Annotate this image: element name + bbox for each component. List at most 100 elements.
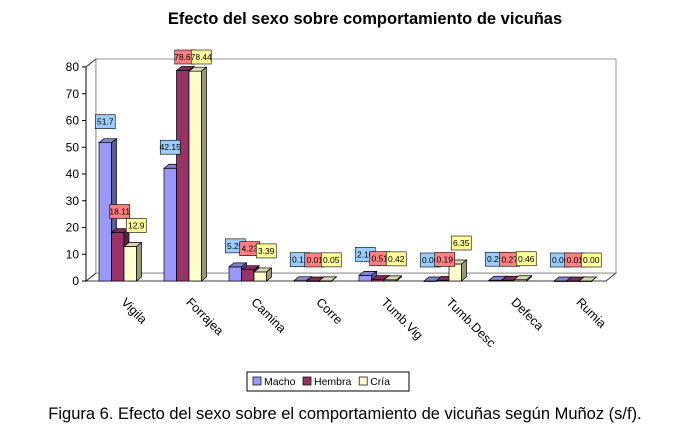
side-wall	[85, 58, 97, 282]
x-tick-label: Camina	[248, 295, 288, 335]
data-label-text: 0.46	[518, 254, 535, 264]
data-label-text: 0.00	[583, 255, 600, 265]
y-tick-label: 80	[66, 60, 80, 74]
legend-label: Cría	[370, 376, 390, 388]
legend-swatch	[252, 376, 262, 386]
chart-title: Efecto del sexo sobre comportamiento de …	[168, 10, 562, 28]
data-label-box	[515, 251, 537, 267]
data-label-text: 42.15	[160, 142, 182, 152]
data-label-text: 78.69	[174, 52, 196, 62]
data-label-text: 0.51	[371, 254, 388, 264]
data-label-text: 0.01	[566, 255, 583, 265]
data-label-text: 0.29	[487, 254, 504, 264]
data-label-box	[94, 114, 116, 130]
data-label-text: 4.23	[241, 244, 258, 254]
data-label-text: 18.11	[109, 207, 130, 217]
bar	[111, 232, 125, 282]
data-label: 42.15	[159, 139, 182, 155]
x-tick-label: Corre	[313, 295, 345, 327]
data-label-text: 51.7	[97, 117, 114, 127]
data-label-text: 0.42	[388, 254, 405, 264]
data-label-text: 0.01	[306, 255, 323, 265]
data-label: 0.19	[434, 252, 456, 267]
data-label: 0.27	[499, 251, 521, 267]
data-label-text: 0.00	[422, 255, 439, 265]
bars	[98, 65, 598, 282]
bar	[358, 275, 372, 282]
data-label-box	[190, 49, 212, 65]
data-label-box	[450, 235, 472, 251]
bar-side	[591, 276, 597, 282]
data-label: 0.42	[385, 251, 407, 267]
bar-side	[201, 66, 207, 282]
data-label-text: 5.29	[227, 241, 244, 251]
data-label: 78.44	[190, 49, 213, 65]
x-tick-label: Vigila	[118, 295, 149, 326]
bar	[228, 266, 242, 282]
x-axis-labels: Vigila Forrajea Camina Corre Tumb.Vig Tumb.De…	[118, 295, 608, 350]
x-tick-label: Tumb.Desc	[443, 295, 498, 350]
bar-side	[526, 275, 532, 282]
y-tick-label: 30	[66, 194, 80, 208]
data-label-box	[125, 218, 147, 233]
data-label-text: 12.9	[128, 220, 145, 230]
legend-label: Hembra	[314, 376, 352, 388]
figure-caption: Figura 6. Efecto del sexo sobre el compo…	[48, 405, 642, 423]
data-label-box	[385, 251, 407, 267]
data-label-box	[580, 252, 602, 268]
y-tick-label: 10	[66, 247, 80, 261]
data-label-box	[109, 204, 131, 219]
data-label-box	[320, 252, 342, 268]
x-tick-label: Tumb.Vig	[378, 295, 425, 342]
data-label-text: 6.35	[453, 238, 470, 248]
legend-swatch	[358, 376, 368, 386]
y-tick-label: 50	[66, 140, 80, 154]
data-label-text: 2.10	[357, 249, 374, 259]
bar-side	[461, 259, 467, 282]
data-label-box	[255, 243, 277, 259]
legend-label: Macho	[264, 376, 296, 388]
bar	[163, 167, 177, 282]
data-label: 18.11	[109, 204, 131, 219]
bar-side	[331, 276, 337, 282]
y-tick-label: 0	[72, 274, 79, 288]
legend-box	[246, 371, 410, 392]
y-tick-label: 60	[66, 114, 80, 128]
legend: Macho Hembra Cría	[246, 371, 410, 392]
data-label: 12.9	[125, 218, 147, 233]
x-tick-label: Forrajea	[183, 295, 226, 338]
data-label-text: 0.05	[323, 255, 340, 265]
data-label-text: 78.44	[191, 52, 213, 62]
x-tick-label: Rumia	[573, 295, 608, 330]
data-label-text: 0.00	[552, 255, 569, 265]
data-label: 6.35	[450, 235, 472, 251]
data-label-text: 0.19	[436, 254, 453, 264]
data-label: 3.39	[255, 243, 277, 259]
y-tick-label: 40	[66, 167, 80, 181]
bar	[176, 70, 190, 282]
data-label: 51.7	[94, 114, 116, 130]
bar	[123, 246, 137, 282]
data-label-text: 0.12	[292, 255, 309, 265]
data-label: 0.46	[515, 251, 537, 267]
legend-swatch	[302, 376, 312, 386]
bar	[241, 269, 255, 282]
y-tick-label: 70	[66, 87, 80, 101]
data-label-text: 0.27	[501, 254, 518, 264]
data-label-box	[159, 139, 181, 155]
data-label-text: 3.39	[258, 246, 275, 256]
data-label: 0.01	[564, 252, 586, 268]
data-label: 0.00	[580, 252, 602, 268]
data-label: 0.05	[320, 252, 342, 268]
x-tick-label: Defeca	[508, 295, 546, 333]
bar	[188, 70, 202, 282]
bar	[253, 271, 267, 282]
bar-side	[136, 241, 142, 282]
bar-side	[266, 267, 272, 282]
y-tick-label: 20	[66, 221, 80, 235]
y-axis: 0 10 20 30 40 50 60 70 80	[66, 60, 87, 288]
data-label-box	[434, 252, 456, 267]
bar-side	[396, 275, 402, 282]
